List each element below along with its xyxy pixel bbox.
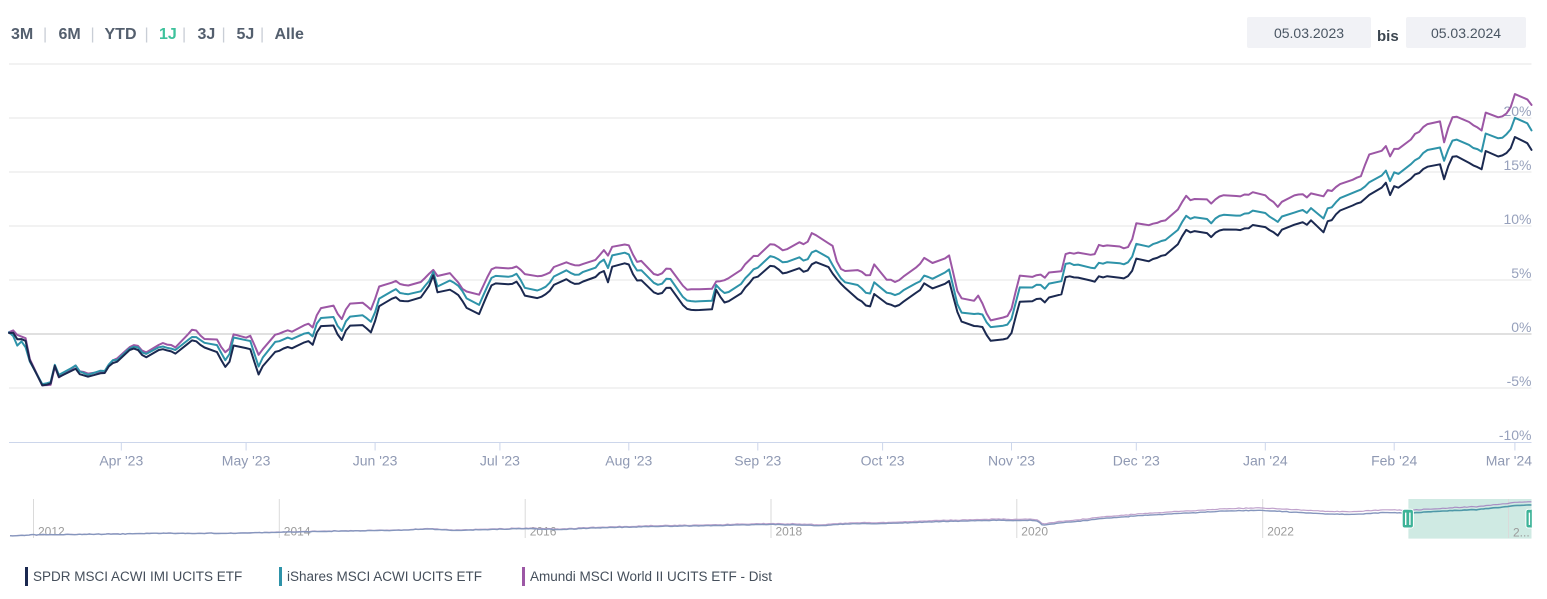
svg-text:2012: 2012: [38, 525, 65, 539]
svg-text:2020: 2020: [1021, 525, 1048, 539]
svg-text:Aug '23: Aug '23: [605, 453, 652, 469]
svg-text:-5%: -5%: [1507, 373, 1532, 389]
svg-text:Feb '24: Feb '24: [1371, 453, 1417, 469]
svg-text:2...: 2...: [1513, 526, 1530, 540]
svg-text:Dec '23: Dec '23: [1113, 453, 1160, 469]
svg-text:2016: 2016: [530, 525, 557, 539]
svg-text:Nov '23: Nov '23: [988, 453, 1035, 469]
svg-text:Apr '23: Apr '23: [99, 453, 143, 469]
svg-text:-10%: -10%: [1499, 427, 1532, 443]
svg-text:5%: 5%: [1511, 265, 1531, 281]
svg-text:10%: 10%: [1503, 211, 1531, 227]
svg-text:Jul '23: Jul '23: [480, 453, 520, 469]
svg-text:2018: 2018: [776, 525, 803, 539]
svg-text:Mar '24: Mar '24: [1486, 453, 1532, 469]
svg-text:Oct '23: Oct '23: [861, 453, 905, 469]
svg-text:2022: 2022: [1267, 525, 1294, 539]
svg-text:May '23: May '23: [222, 453, 271, 469]
svg-text:0%: 0%: [1511, 319, 1531, 335]
svg-text:15%: 15%: [1503, 157, 1531, 173]
svg-text:Jun '23: Jun '23: [353, 453, 398, 469]
svg-text:Sep '23: Sep '23: [734, 453, 781, 469]
svg-text:Jan '24: Jan '24: [1243, 453, 1288, 469]
